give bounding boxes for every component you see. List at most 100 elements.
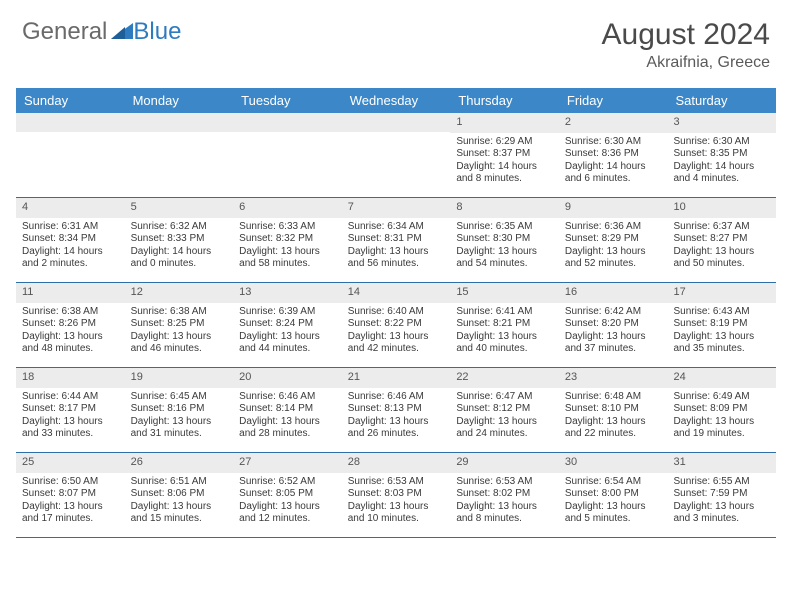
sunrise-text: Sunrise: 6:34 AM	[348, 221, 445, 234]
sunset-text: Sunset: 8:06 PM	[131, 488, 228, 501]
daylight-text: Daylight: 13 hours and 52 minutes.	[565, 246, 662, 271]
sunrise-text: Sunrise: 6:41 AM	[456, 306, 553, 319]
sunrise-text: Sunrise: 6:39 AM	[239, 306, 336, 319]
day-number	[16, 113, 125, 132]
day-number: 12	[125, 283, 234, 303]
daylight-text: Daylight: 13 hours and 37 minutes.	[565, 331, 662, 356]
day-number: 18	[16, 368, 125, 388]
cell-body: Sunrise: 6:41 AMSunset: 8:21 PMDaylight:…	[450, 303, 559, 362]
calendar-cell: 20Sunrise: 6:46 AMSunset: 8:14 PMDayligh…	[233, 368, 342, 452]
cell-body: Sunrise: 6:43 AMSunset: 8:19 PMDaylight:…	[667, 303, 776, 362]
day-number: 7	[342, 198, 451, 218]
sunset-text: Sunset: 8:32 PM	[239, 233, 336, 246]
day-number: 22	[450, 368, 559, 388]
calendar-cell: 25Sunrise: 6:50 AMSunset: 8:07 PMDayligh…	[16, 453, 125, 537]
daylight-text: Daylight: 13 hours and 48 minutes.	[22, 331, 119, 356]
day-number: 17	[667, 283, 776, 303]
cell-body: Sunrise: 6:30 AMSunset: 8:36 PMDaylight:…	[559, 133, 668, 192]
cell-body: Sunrise: 6:55 AMSunset: 7:59 PMDaylight:…	[667, 473, 776, 532]
sunrise-text: Sunrise: 6:37 AM	[673, 221, 770, 234]
calendar-cell: 7Sunrise: 6:34 AMSunset: 8:31 PMDaylight…	[342, 198, 451, 282]
page-subtitle: Akraifnia, Greece	[602, 54, 770, 72]
cell-body: Sunrise: 6:36 AMSunset: 8:29 PMDaylight:…	[559, 218, 668, 277]
daylight-text: Daylight: 13 hours and 31 minutes.	[131, 416, 228, 441]
calendar-cell: 15Sunrise: 6:41 AMSunset: 8:21 PMDayligh…	[450, 283, 559, 367]
daylight-text: Daylight: 13 hours and 22 minutes.	[565, 416, 662, 441]
daylight-text: Daylight: 13 hours and 44 minutes.	[239, 331, 336, 356]
sunset-text: Sunset: 8:03 PM	[348, 488, 445, 501]
day-header: Friday	[559, 88, 668, 113]
sunrise-text: Sunrise: 6:30 AM	[565, 136, 662, 149]
day-number	[125, 113, 234, 132]
daylight-text: Daylight: 13 hours and 15 minutes.	[131, 501, 228, 526]
sunrise-text: Sunrise: 6:48 AM	[565, 391, 662, 404]
sunrise-text: Sunrise: 6:44 AM	[22, 391, 119, 404]
sunset-text: Sunset: 8:27 PM	[673, 233, 770, 246]
daylight-text: Daylight: 14 hours and 6 minutes.	[565, 161, 662, 186]
day-number: 20	[233, 368, 342, 388]
day-number: 26	[125, 453, 234, 473]
sunset-text: Sunset: 8:33 PM	[131, 233, 228, 246]
day-number: 2	[559, 113, 668, 133]
sunrise-text: Sunrise: 6:38 AM	[131, 306, 228, 319]
sunrise-text: Sunrise: 6:53 AM	[456, 476, 553, 489]
calendar-cell: 26Sunrise: 6:51 AMSunset: 8:06 PMDayligh…	[125, 453, 234, 537]
day-number: 31	[667, 453, 776, 473]
sunrise-text: Sunrise: 6:40 AM	[348, 306, 445, 319]
cell-body: Sunrise: 6:52 AMSunset: 8:05 PMDaylight:…	[233, 473, 342, 532]
cell-body: Sunrise: 6:30 AMSunset: 8:35 PMDaylight:…	[667, 133, 776, 192]
cell-body: Sunrise: 6:53 AMSunset: 8:03 PMDaylight:…	[342, 473, 451, 532]
daylight-text: Daylight: 13 hours and 8 minutes.	[456, 501, 553, 526]
day-number: 3	[667, 113, 776, 133]
cell-body: Sunrise: 6:46 AMSunset: 8:13 PMDaylight:…	[342, 388, 451, 447]
cell-body: Sunrise: 6:54 AMSunset: 8:00 PMDaylight:…	[559, 473, 668, 532]
week-row: 4Sunrise: 6:31 AMSunset: 8:34 PMDaylight…	[16, 198, 776, 283]
sunset-text: Sunset: 8:14 PM	[239, 403, 336, 416]
daylight-text: Daylight: 13 hours and 12 minutes.	[239, 501, 336, 526]
day-header-row: SundayMondayTuesdayWednesdayThursdayFrid…	[16, 88, 776, 113]
calendar-cell	[342, 113, 451, 197]
day-number	[342, 113, 451, 132]
sunset-text: Sunset: 8:12 PM	[456, 403, 553, 416]
cell-body: Sunrise: 6:33 AMSunset: 8:32 PMDaylight:…	[233, 218, 342, 277]
calendar-cell	[16, 113, 125, 197]
sunset-text: Sunset: 8:13 PM	[348, 403, 445, 416]
sunset-text: Sunset: 8:17 PM	[22, 403, 119, 416]
cell-body: Sunrise: 6:42 AMSunset: 8:20 PMDaylight:…	[559, 303, 668, 362]
daylight-text: Daylight: 13 hours and 3 minutes.	[673, 501, 770, 526]
day-number: 4	[16, 198, 125, 218]
daylight-text: Daylight: 13 hours and 56 minutes.	[348, 246, 445, 271]
day-number: 30	[559, 453, 668, 473]
cell-body: Sunrise: 6:39 AMSunset: 8:24 PMDaylight:…	[233, 303, 342, 362]
daylight-text: Daylight: 13 hours and 50 minutes.	[673, 246, 770, 271]
title-block: August 2024 Akraifnia, Greece	[602, 18, 770, 72]
day-number: 24	[667, 368, 776, 388]
day-number: 16	[559, 283, 668, 303]
sunrise-text: Sunrise: 6:31 AM	[22, 221, 119, 234]
sunrise-text: Sunrise: 6:55 AM	[673, 476, 770, 489]
cell-body: Sunrise: 6:37 AMSunset: 8:27 PMDaylight:…	[667, 218, 776, 277]
cell-body: Sunrise: 6:53 AMSunset: 8:02 PMDaylight:…	[450, 473, 559, 532]
day-number: 21	[342, 368, 451, 388]
day-header: Saturday	[667, 88, 776, 113]
sunrise-text: Sunrise: 6:42 AM	[565, 306, 662, 319]
calendar-cell: 17Sunrise: 6:43 AMSunset: 8:19 PMDayligh…	[667, 283, 776, 367]
cell-body: Sunrise: 6:45 AMSunset: 8:16 PMDaylight:…	[125, 388, 234, 447]
sunrise-text: Sunrise: 6:47 AM	[456, 391, 553, 404]
sunrise-text: Sunrise: 6:36 AM	[565, 221, 662, 234]
day-number: 19	[125, 368, 234, 388]
calendar-cell: 9Sunrise: 6:36 AMSunset: 8:29 PMDaylight…	[559, 198, 668, 282]
cell-body: Sunrise: 6:51 AMSunset: 8:06 PMDaylight:…	[125, 473, 234, 532]
calendar-cell: 10Sunrise: 6:37 AMSunset: 8:27 PMDayligh…	[667, 198, 776, 282]
daylight-text: Daylight: 13 hours and 33 minutes.	[22, 416, 119, 441]
sunrise-text: Sunrise: 6:43 AM	[673, 306, 770, 319]
sunset-text: Sunset: 8:20 PM	[565, 318, 662, 331]
sunset-text: Sunset: 8:19 PM	[673, 318, 770, 331]
calendar-cell: 16Sunrise: 6:42 AMSunset: 8:20 PMDayligh…	[559, 283, 668, 367]
sunset-text: Sunset: 8:24 PM	[239, 318, 336, 331]
sunrise-text: Sunrise: 6:30 AM	[673, 136, 770, 149]
daylight-text: Daylight: 13 hours and 10 minutes.	[348, 501, 445, 526]
sunrise-text: Sunrise: 6:53 AM	[348, 476, 445, 489]
day-header: Thursday	[450, 88, 559, 113]
daylight-text: Daylight: 13 hours and 35 minutes.	[673, 331, 770, 356]
